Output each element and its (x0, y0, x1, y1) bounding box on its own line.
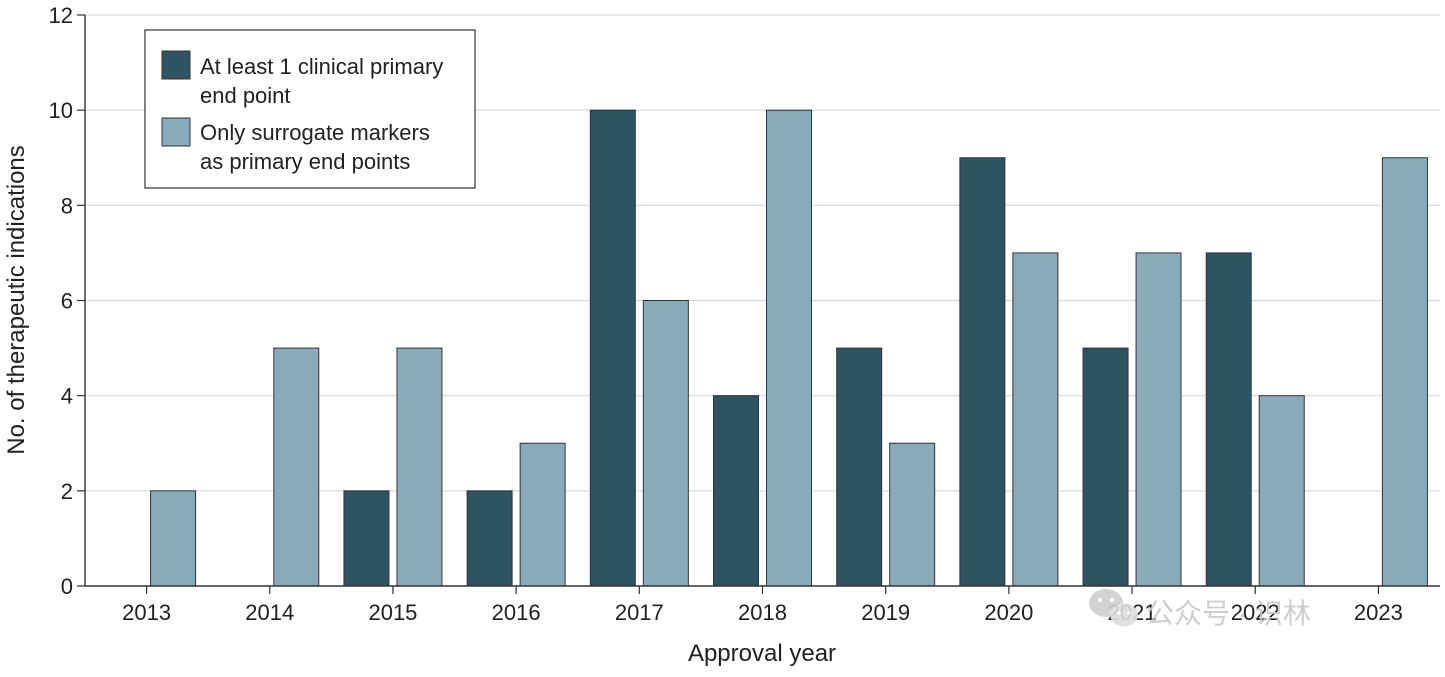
bar-surrogate-2021 (1135, 252, 1182, 587)
bar-clinical-2017 (589, 109, 636, 587)
wechat-icon (1089, 589, 1138, 627)
x-tick-label-2013: 2013 (122, 600, 171, 625)
y-tick-label: 6 (61, 289, 73, 314)
bar-clinical-2016 (466, 490, 513, 587)
axes (77, 14, 1440, 594)
y-tick-label: 8 (61, 193, 73, 218)
x-tick-label-2019: 2019 (861, 600, 910, 625)
bar-surrogate-2016 (519, 442, 566, 587)
y-axis-title: No. of therapeutic indications (3, 145, 30, 455)
bar-clinical-2021 (1082, 347, 1129, 587)
bar-surrogate-2019 (889, 442, 936, 587)
bar-surrogate-2023 (1381, 157, 1428, 587)
legend-label-clinical: At least 1 clinical primary end point (200, 54, 449, 108)
bar-clinical-2018 (713, 395, 759, 587)
y-tick-label: 0 (61, 574, 73, 599)
x-tick-label-2016: 2016 (492, 600, 541, 625)
bar-surrogate-2013 (150, 490, 197, 587)
x-tick-label-2023: 2023 (1354, 600, 1403, 625)
x-axis-title: Approval year (688, 640, 836, 667)
y-tick-label: 10 (49, 98, 73, 123)
bar-surrogate-2018 (766, 109, 812, 587)
x-tick-label-2015: 2015 (368, 600, 417, 625)
x-tick-label-2018: 2018 (738, 600, 787, 625)
legend-swatch-clinical (161, 50, 191, 80)
y-tick-label: 4 (61, 384, 73, 409)
legend-box (144, 29, 476, 189)
bar-surrogate-2015 (396, 347, 443, 587)
y-tick-label: 2 (61, 479, 73, 504)
x-tick-label-2020: 2020 (984, 600, 1033, 625)
bar-clinical-2015 (343, 490, 390, 587)
bar-surrogate-2014 (273, 347, 320, 587)
legend-swatch-surrogate (161, 117, 191, 147)
y-tick-label: 12 (49, 3, 73, 28)
bar-surrogate-2020 (1012, 252, 1059, 587)
bar-surrogate-2017 (642, 300, 689, 587)
x-tick-label-2017: 2017 (615, 600, 664, 625)
bars (150, 109, 1428, 587)
x-tick-label-2014: 2014 (245, 600, 294, 625)
x-tick-label-2022: 2022 (1231, 600, 1280, 625)
watermark-text: 公众号 · 识林 (1146, 598, 1311, 629)
bar-clinical-2020 (959, 157, 1006, 587)
bar-clinical-2019 (836, 347, 883, 587)
legend: At least 1 clinical primary end point On… (144, 29, 476, 189)
bar-surrogate-2022 (1258, 395, 1305, 587)
bar-clinical-2022 (1205, 252, 1252, 587)
legend-label-surrogate: Only surrogate markers as primary end po… (200, 120, 436, 174)
watermark: 公众号 · 识林 (1089, 589, 1311, 629)
